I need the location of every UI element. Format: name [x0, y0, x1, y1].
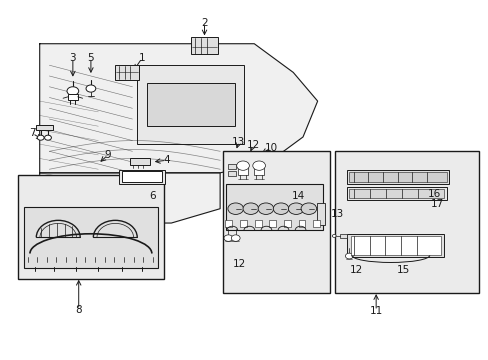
Bar — [348, 189, 444, 198]
Text: 3: 3 — [69, 53, 76, 63]
Bar — [284, 220, 290, 227]
Text: 1: 1 — [139, 53, 145, 63]
Bar — [68, 94, 78, 100]
Circle shape — [273, 203, 288, 215]
Text: 13: 13 — [330, 209, 343, 219]
Bar — [147, 83, 234, 126]
Bar — [269, 220, 276, 227]
Circle shape — [252, 161, 265, 170]
Text: 2: 2 — [201, 18, 207, 28]
Bar — [115, 65, 139, 80]
Circle shape — [331, 234, 335, 237]
Text: 4: 4 — [163, 155, 169, 165]
Circle shape — [37, 135, 44, 140]
Text: 15: 15 — [396, 265, 409, 275]
Bar — [24, 207, 158, 268]
Bar — [316, 203, 325, 225]
Bar — [348, 172, 446, 182]
Circle shape — [44, 135, 51, 140]
Text: 12: 12 — [232, 259, 246, 269]
Circle shape — [301, 203, 316, 215]
Text: 13: 13 — [231, 138, 245, 147]
Bar — [254, 166, 264, 175]
Bar — [122, 171, 161, 182]
Bar — [346, 187, 446, 200]
Text: 11: 11 — [369, 306, 382, 316]
Bar — [346, 234, 444, 257]
Bar — [130, 158, 150, 165]
Bar — [36, 126, 53, 130]
Bar — [238, 166, 247, 175]
Bar — [137, 65, 244, 144]
Circle shape — [236, 161, 249, 170]
Bar — [227, 163, 235, 168]
Circle shape — [243, 203, 258, 215]
Bar — [18, 175, 163, 279]
Bar — [346, 170, 448, 184]
Circle shape — [345, 253, 352, 259]
Bar — [225, 184, 323, 230]
Text: 7: 7 — [29, 129, 36, 138]
Bar — [313, 220, 320, 227]
Circle shape — [224, 235, 232, 241]
Circle shape — [288, 203, 304, 215]
Text: 5: 5 — [87, 53, 94, 63]
Circle shape — [231, 235, 240, 241]
Bar — [254, 220, 261, 227]
Text: 12: 12 — [349, 265, 363, 275]
Bar — [334, 151, 478, 293]
Bar — [298, 220, 305, 227]
Text: 10: 10 — [264, 143, 277, 153]
Bar — [225, 220, 232, 227]
Polygon shape — [40, 173, 220, 223]
Bar — [240, 220, 246, 227]
Circle shape — [67, 87, 79, 95]
Bar — [227, 171, 235, 176]
Circle shape — [227, 203, 243, 215]
Text: 16: 16 — [427, 189, 440, 199]
Text: 9: 9 — [104, 150, 111, 160]
Text: 8: 8 — [75, 305, 82, 315]
Bar — [222, 151, 329, 293]
Text: 12: 12 — [246, 140, 259, 150]
Bar — [119, 170, 164, 184]
Text: 6: 6 — [149, 191, 156, 201]
Bar — [190, 37, 217, 54]
Bar — [339, 234, 346, 238]
Text: 17: 17 — [429, 199, 443, 210]
Polygon shape — [40, 44, 317, 173]
Text: 14: 14 — [291, 191, 304, 201]
Circle shape — [258, 203, 273, 215]
Circle shape — [86, 85, 96, 92]
Bar — [350, 236, 440, 255]
